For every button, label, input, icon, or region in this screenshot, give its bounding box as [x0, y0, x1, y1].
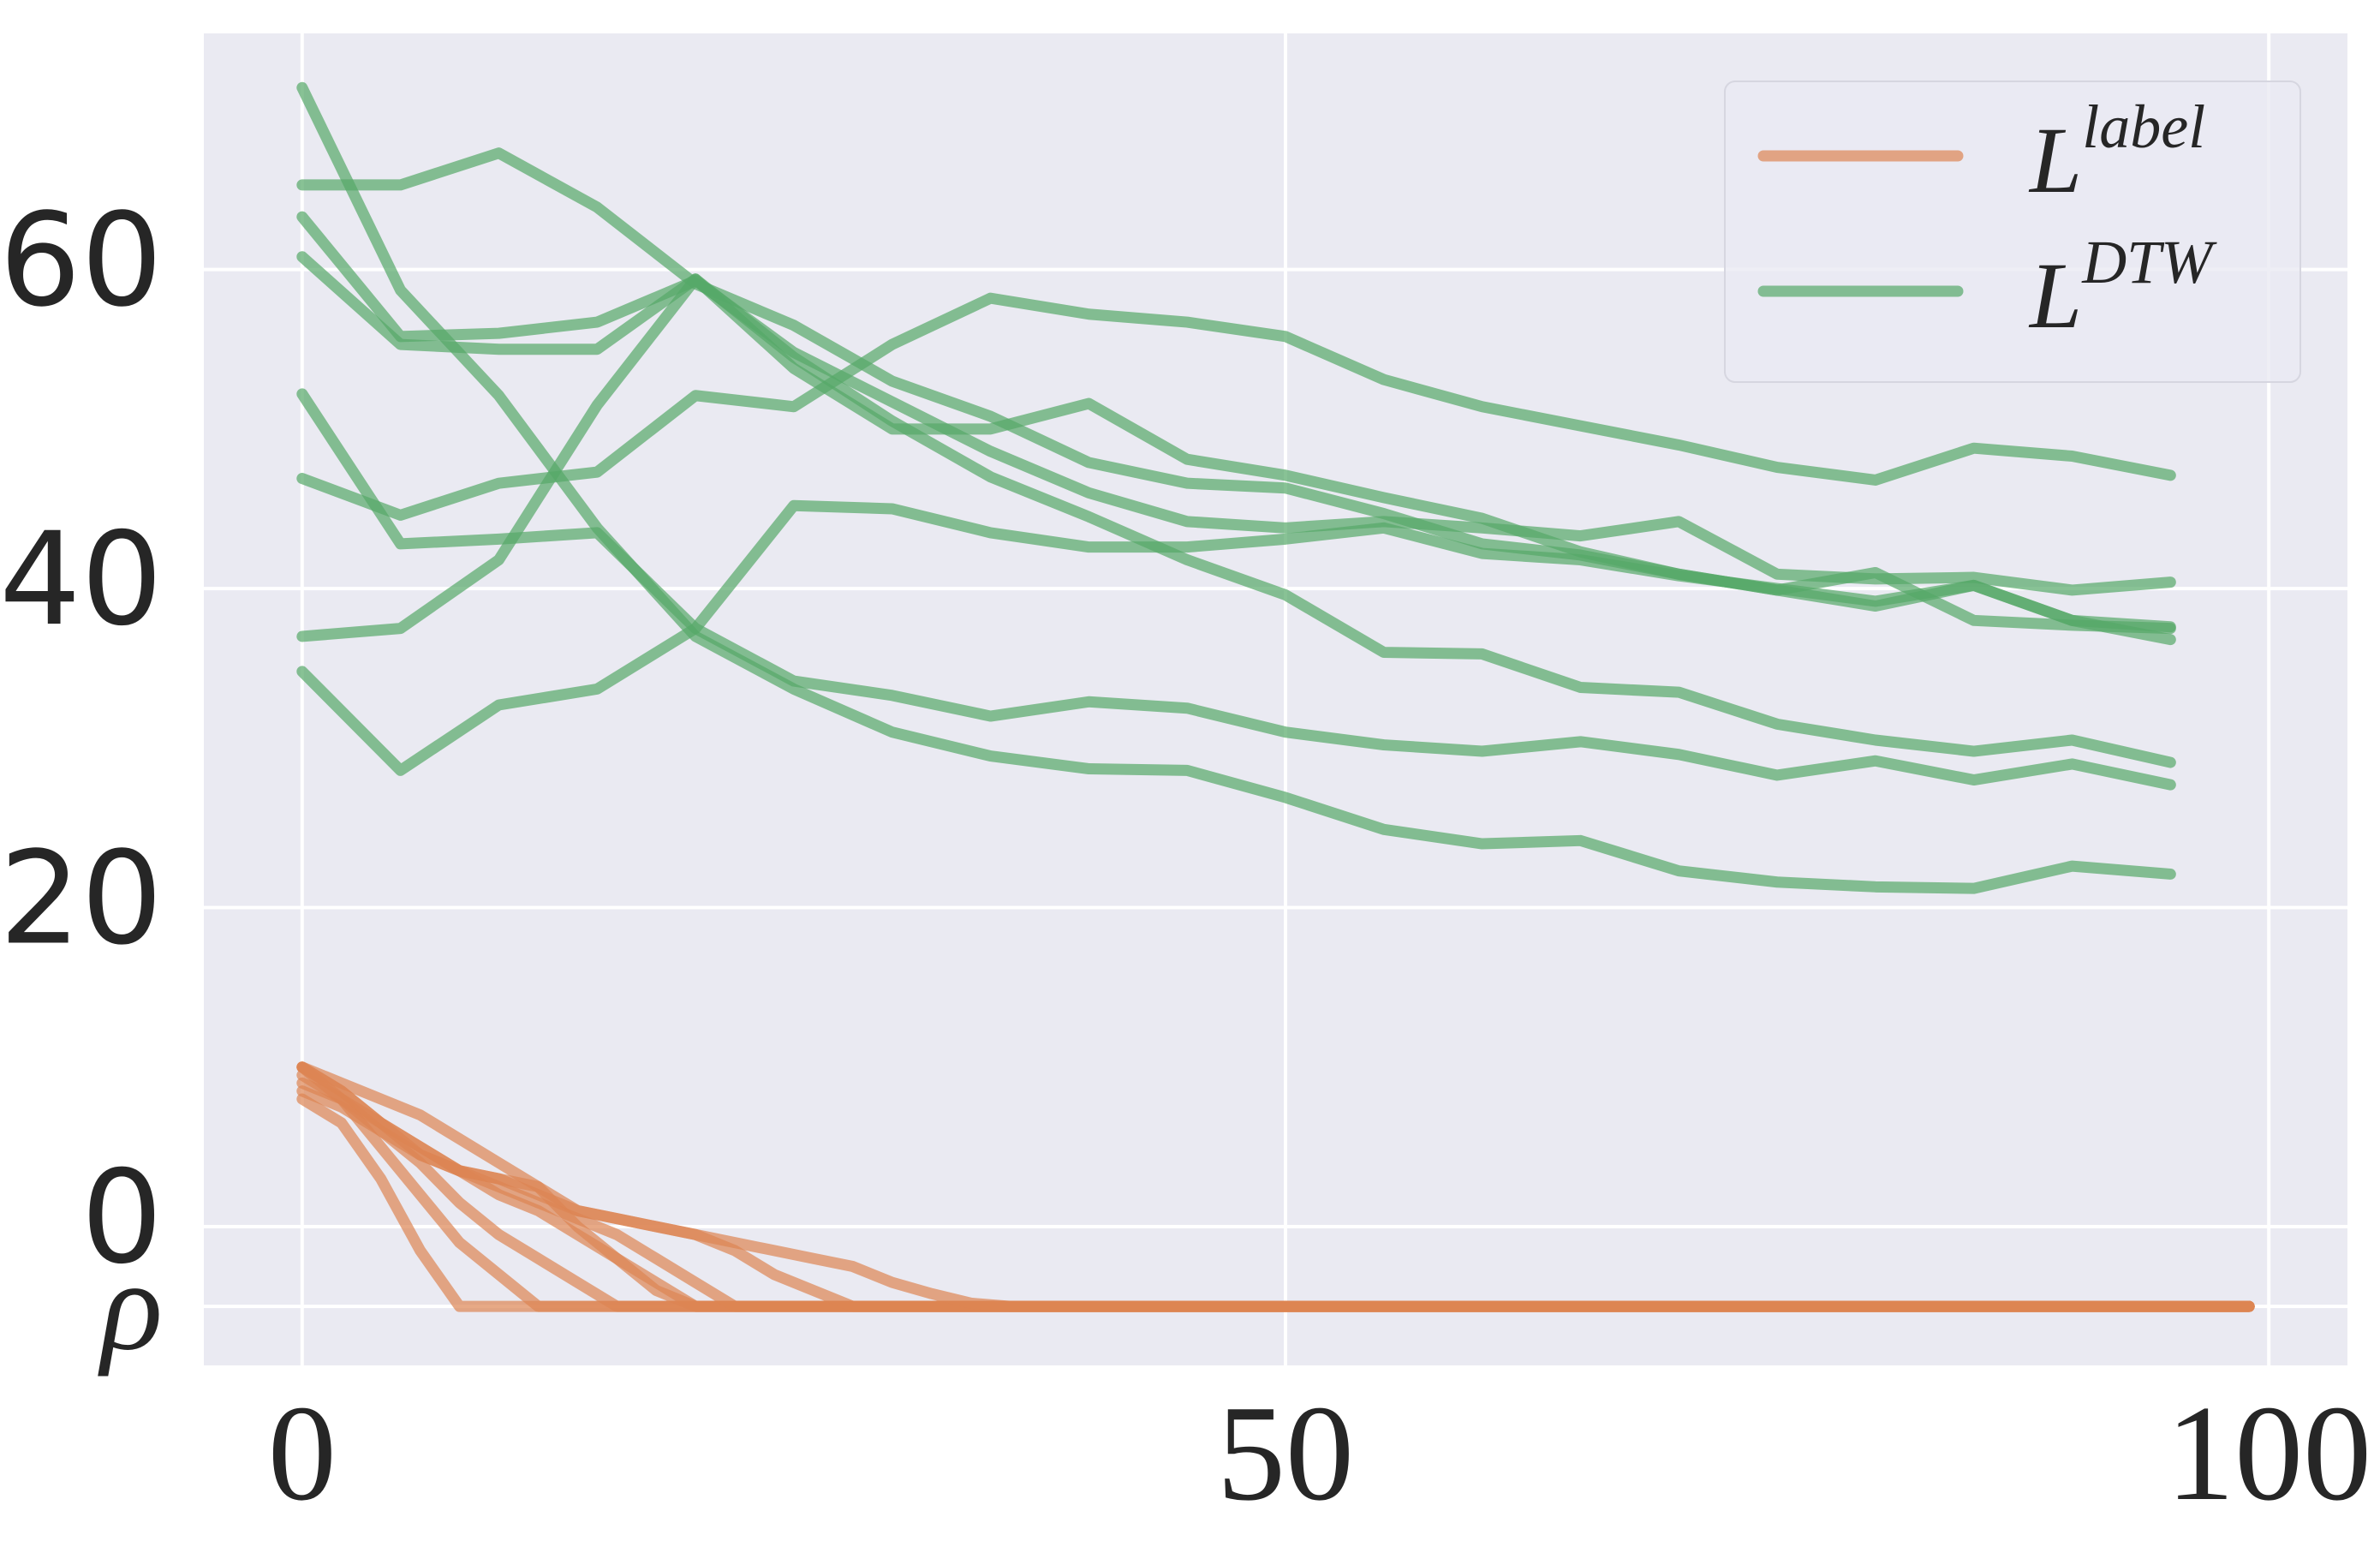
legend-label-sup: label — [2082, 93, 2205, 161]
legend-label-sup: DTW — [2081, 228, 2217, 296]
lines — [296, 81, 2255, 1312]
series-line — [296, 273, 2176, 768]
legend-label: Llabel — [2028, 93, 2205, 212]
legend-label-base: L — [2028, 243, 2082, 348]
y-tick-label: 40 — [0, 505, 163, 654]
legend-box — [1724, 81, 2301, 383]
y-tick-label: 20 — [0, 825, 163, 974]
series-line — [296, 388, 2176, 791]
legend-label-base: L — [2028, 108, 2082, 212]
x-tick-label: 100 — [2166, 1377, 2371, 1529]
y-tick-label: ρ — [98, 1235, 163, 1377]
series-line — [296, 499, 2176, 776]
y-tick-label: 60 — [0, 187, 163, 336]
y-tick-label: 0 — [81, 1144, 163, 1293]
ticks: ρ0 20 40 60 0 50 100 — [0, 187, 2371, 1529]
x-tick-label: 0 — [268, 1377, 337, 1529]
series-line — [296, 1061, 2255, 1312]
legend-label: LDTW — [2028, 228, 2217, 348]
series-line — [296, 211, 2176, 596]
x-tick-label: 50 — [1217, 1377, 1354, 1529]
series-line — [296, 292, 2176, 521]
